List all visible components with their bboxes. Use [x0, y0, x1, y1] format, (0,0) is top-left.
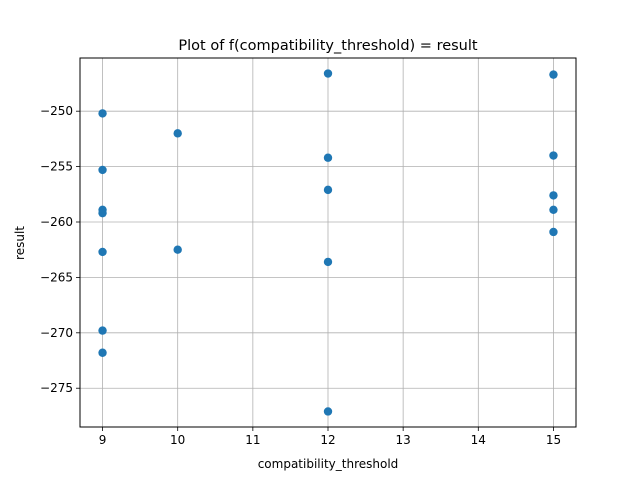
data-point — [323, 185, 333, 195]
data-point — [323, 153, 333, 162]
y-tick-label: −270 — [40, 326, 73, 340]
axis-ticks: 9 10 11 12 13 14 15 −275 −270 −265 −260 −255 −250 — [40, 104, 561, 447]
x-tick-label: 11 — [245, 433, 260, 447]
x-axis-label: compatibility_threshold — [258, 457, 399, 471]
data-point — [549, 205, 558, 215]
data-point — [173, 245, 182, 254]
data-point — [173, 129, 182, 138]
data-point — [98, 165, 107, 175]
data-point — [549, 151, 558, 160]
y-axis-label: result — [13, 226, 27, 260]
data-point — [549, 227, 558, 237]
data-point — [323, 69, 333, 78]
x-tick-label: 10 — [170, 433, 185, 447]
grid-lines — [80, 58, 576, 427]
data-point — [549, 70, 558, 79]
x-tick-label: 15 — [546, 433, 561, 447]
x-tick-label: 12 — [320, 433, 335, 447]
y-tick-label: −250 — [40, 104, 73, 118]
data-point — [549, 191, 558, 200]
chart-title: Plot of f(compatibility_threshold) = res… — [178, 38, 478, 54]
data-point — [98, 348, 107, 357]
x-tick-label: 14 — [471, 433, 486, 447]
data-point — [98, 208, 107, 218]
data-point — [323, 257, 333, 267]
x-tick-label: 9 — [99, 433, 107, 447]
data-point — [323, 407, 333, 416]
data-point — [98, 109, 107, 118]
data-point — [98, 247, 107, 257]
y-tick-label: −260 — [40, 215, 73, 229]
data-point — [98, 326, 107, 335]
y-tick-label: −265 — [40, 270, 73, 284]
y-tick-label: −255 — [40, 160, 73, 174]
y-tick-label: −275 — [40, 381, 73, 395]
x-tick-label: 13 — [396, 433, 411, 447]
data-points — [98, 69, 558, 416]
